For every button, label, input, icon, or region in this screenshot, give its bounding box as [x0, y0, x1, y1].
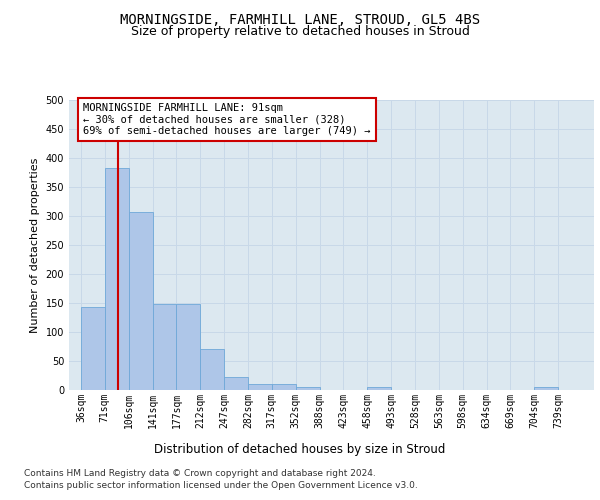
- Text: Distribution of detached houses by size in Stroud: Distribution of detached houses by size …: [154, 442, 446, 456]
- Bar: [176, 304, 200, 390]
- Bar: [152, 304, 176, 390]
- Text: MORNINGSIDE FARMHILL LANE: 91sqm
← 30% of detached houses are smaller (328)
69% : MORNINGSIDE FARMHILL LANE: 91sqm ← 30% o…: [83, 103, 371, 136]
- Y-axis label: Number of detached properties: Number of detached properties: [30, 158, 40, 332]
- Bar: [128, 212, 152, 390]
- Bar: [224, 377, 248, 390]
- Text: Size of property relative to detached houses in Stroud: Size of property relative to detached ho…: [131, 25, 469, 38]
- Bar: [200, 350, 224, 390]
- Bar: [248, 384, 272, 390]
- Bar: [535, 387, 558, 390]
- Text: Contains public sector information licensed under the Open Government Licence v3: Contains public sector information licen…: [24, 481, 418, 490]
- Bar: [81, 307, 105, 390]
- Text: Contains HM Land Registry data © Crown copyright and database right 2024.: Contains HM Land Registry data © Crown c…: [24, 469, 376, 478]
- Text: MORNINGSIDE, FARMHILL LANE, STROUD, GL5 4BS: MORNINGSIDE, FARMHILL LANE, STROUD, GL5 …: [120, 12, 480, 26]
- Bar: [367, 387, 391, 390]
- Bar: [272, 384, 296, 390]
- Bar: [105, 168, 128, 390]
- Bar: [296, 387, 320, 390]
